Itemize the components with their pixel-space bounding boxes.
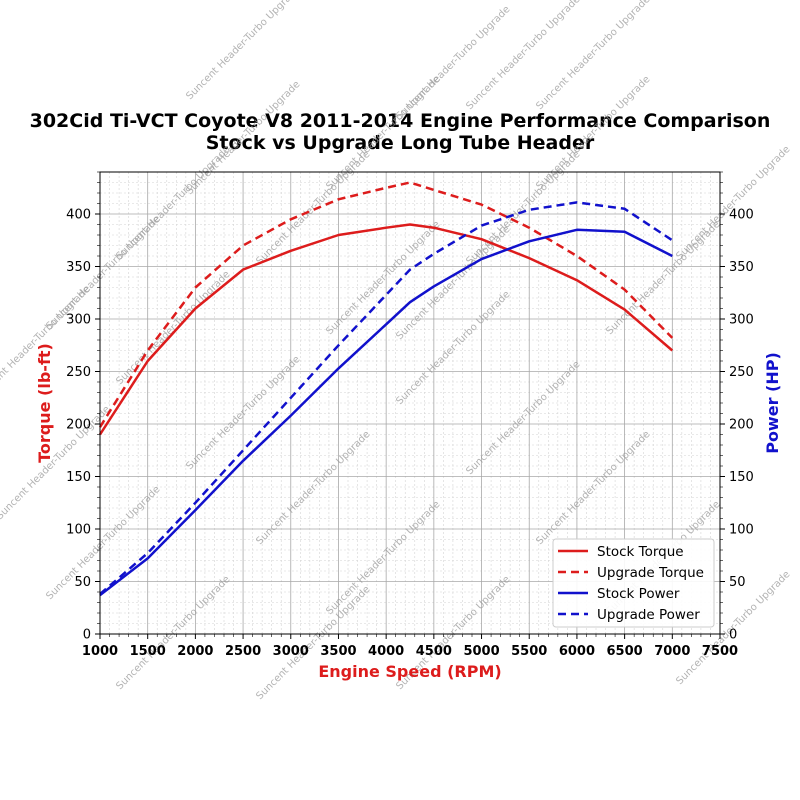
y-left-tick-label: 150 — [66, 470, 91, 485]
series-line-upgrade-power — [99, 201, 673, 596]
y-left-tick-label: 0 — [83, 628, 91, 643]
x-tick-label: 2000 — [177, 644, 213, 659]
legend-entry-label: Stock Power — [597, 586, 680, 602]
y-right-tick-labels: 0 50 100 150 200 250 300 350 400 — [729, 208, 754, 643]
x-tick-label: 5000 — [463, 644, 499, 659]
series-layer — [98, 181, 674, 597]
x-tick-label: 6000 — [559, 644, 595, 659]
series-line-upgrade-torque — [98, 181, 674, 428]
x-tick-label: 6500 — [607, 644, 643, 659]
x-tick-label: 4000 — [368, 644, 404, 659]
y-right-tick-label: 50 — [729, 575, 746, 590]
y-left-tick-labels: 0 50 100 150 200 250 300 350 400 — [66, 208, 91, 643]
y-left-tick-label: 200 — [66, 418, 91, 433]
legend-box — [552, 538, 715, 628]
x-tick-label: 5500 — [511, 644, 547, 659]
chart-subtitle: Stock vs Upgrade Long Tube Header — [206, 132, 595, 154]
series-line-stock-torque — [98, 223, 674, 436]
y-right-tick-label: 350 — [729, 260, 754, 275]
y-right-tick-label: 400 — [729, 208, 754, 223]
x-tick-label: 4500 — [416, 644, 452, 659]
x-tick-labels: 1000 1500 2000 2500 3000 3500 4000 4500 5000 5500… — [82, 644, 738, 659]
x-tick-label: 2500 — [225, 644, 261, 659]
y-right-tick-label: 100 — [729, 523, 754, 538]
y-left-tick-label: 300 — [66, 313, 91, 328]
y-right-tick-label: 0 — [729, 628, 737, 643]
y-left-tick-label: 250 — [66, 365, 91, 380]
legend-entry-label: Upgrade Power — [597, 607, 700, 623]
y-left-tick-label: 350 — [66, 260, 91, 275]
series-line-stock-power — [99, 228, 673, 597]
y-right-tick-label: 150 — [729, 470, 754, 485]
y-left-tick-label: 100 — [66, 523, 91, 538]
x-tick-label: 7000 — [654, 644, 690, 659]
x-tick-label: 3500 — [320, 644, 356, 659]
x-tick-label: 1500 — [130, 644, 166, 659]
x-axis-label: Engine Speed (RPM) — [318, 662, 501, 681]
y-left-tick-label: 400 — [66, 208, 91, 223]
x-tick-label: 1000 — [82, 644, 118, 659]
chart-title: 302Cid Ti-VCT Coyote V8 2011-2014 Engine… — [30, 110, 771, 132]
axis-ticks — [95, 171, 725, 639]
y-left-tick-label: 50 — [74, 575, 91, 590]
y-right-tick-label: 250 — [729, 365, 754, 380]
legend-entry-label: Stock Torque — [597, 544, 684, 560]
y-right-tick-label: 300 — [729, 313, 754, 328]
x-tick-label: 7500 — [702, 644, 738, 659]
legend-entry-label: Upgrade Torque — [597, 565, 704, 581]
y-right-tick-label: 200 — [729, 418, 754, 433]
y-right-axis-label: Power (HP) — [763, 352, 782, 454]
legend: Stock Torque Upgrade Torque Stock Power Upg… — [552, 538, 715, 628]
x-tick-label: 3000 — [273, 644, 309, 659]
y-left-axis-label: Torque (lb-ft) — [35, 343, 54, 463]
